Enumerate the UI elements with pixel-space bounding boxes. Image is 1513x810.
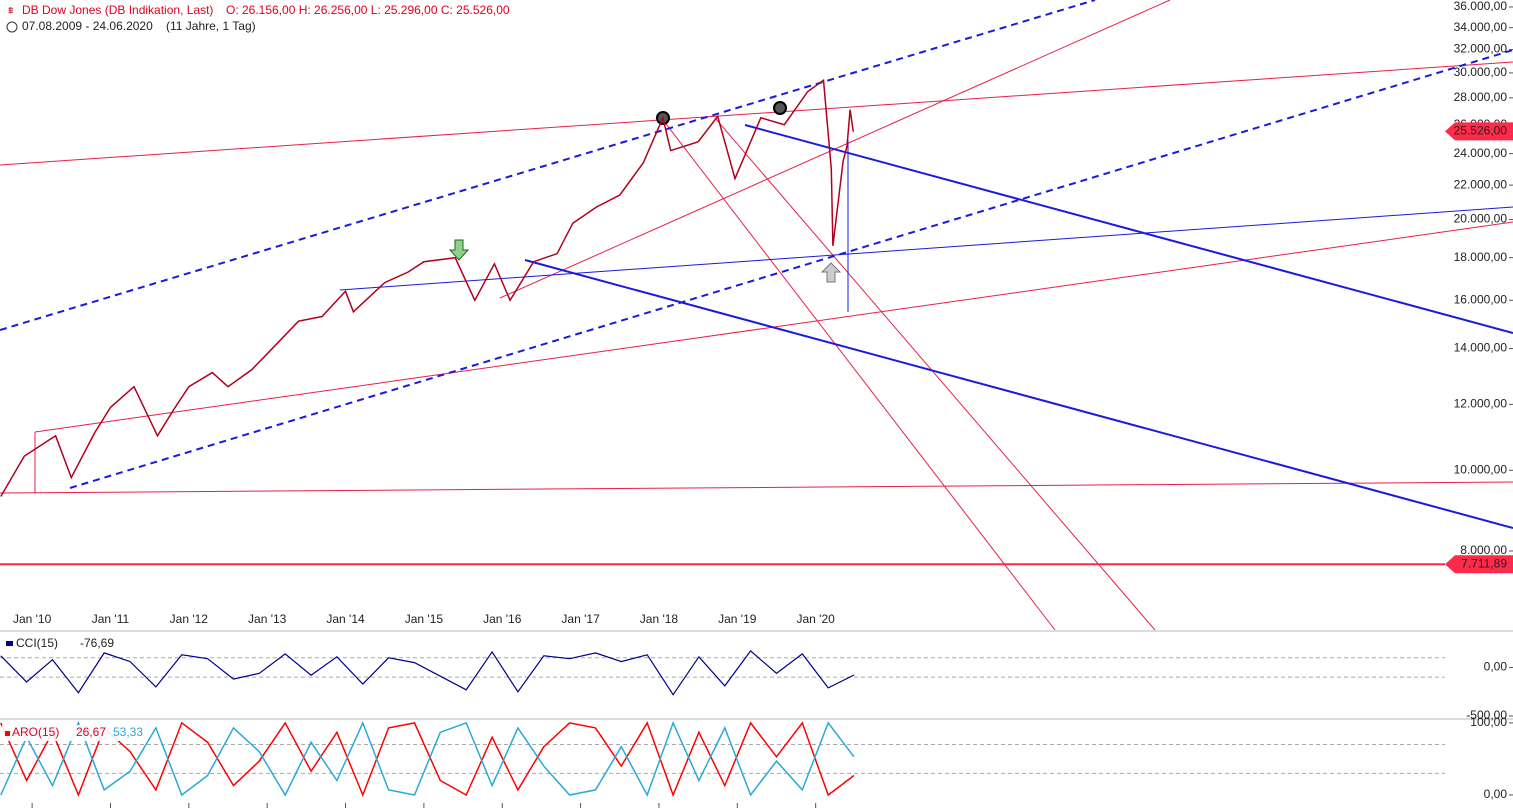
date-range: 07.08.2009 - 24.06.2020 — [22, 19, 153, 33]
readout: -76,69 — [80, 636, 114, 650]
legend-swatch — [6, 641, 13, 646]
trend-line — [524, 259, 1513, 529]
readout: 53,33 — [113, 725, 143, 739]
trend-line — [339, 206, 1513, 291]
y-tick-label: 12.000,00 — [1454, 396, 1508, 410]
trend-line — [0, 0, 1096, 331]
x-tick-label: Jan '20 — [796, 612, 835, 626]
trend-line — [0, 61, 1513, 166]
x-tick-label: Jan '19 — [718, 612, 757, 626]
price-tag — [1445, 122, 1513, 141]
y-tick-label: 100,00 — [1470, 715, 1507, 729]
data-line — [0, 720, 855, 797]
y-tick-label: 32.000,00 — [1454, 42, 1508, 56]
chart-title: DB Dow Jones (DB Indikation, Last) — [22, 3, 213, 17]
legend-box — [2, 725, 147, 741]
marker-circle — [773, 101, 787, 115]
x-tick-label: Jan '12 — [170, 612, 209, 626]
x-tick-label: Jan '17 — [561, 612, 600, 626]
arrow-down — [448, 239, 470, 261]
ohlc: O: 26.156,00 H: 26.256,00 L: 25.296,00 C… — [226, 3, 510, 17]
y-tick-label: 28.000,00 — [1454, 90, 1508, 104]
y-tick-label: 22.000,00 — [1454, 177, 1508, 191]
legend-title: ARO(15) — [12, 725, 59, 739]
data-line — [0, 721, 855, 798]
data-line — [0, 650, 855, 696]
x-tick-label: Jan '16 — [483, 612, 522, 626]
trend-lines — [0, 0, 1513, 631]
y-tick-label: -500,00 — [1466, 708, 1507, 722]
trend-line — [0, 481, 1513, 494]
trend-line — [662, 119, 1056, 631]
price-tag-label: 7.711,89 — [1461, 556, 1507, 570]
y-tick-label: 34.000,00 — [1454, 20, 1508, 34]
y-tick-label: 36.000,00 — [1454, 0, 1508, 13]
y-tick-label: 30.000,00 — [1454, 65, 1508, 79]
y-tick-label: 10.000,00 — [1454, 462, 1508, 476]
y-tick-label: 14.000,00 — [1454, 341, 1508, 355]
y-tick-label: 0,00 — [1484, 660, 1508, 674]
y-tick-label: 18.000,00 — [1454, 250, 1508, 264]
header: ⩩ DB Dow Jones (DB Indikation, Last) O: … — [6, 3, 510, 33]
legend-title: CCI(15) — [16, 636, 58, 650]
x-tick-label: Jan '10 — [13, 612, 52, 626]
x-tick-label: Jan '11 — [92, 612, 130, 626]
x-tick-label: Jan '15 — [405, 612, 444, 626]
legend-swatch — [5, 731, 10, 736]
price-tag — [1445, 555, 1513, 574]
x-tick-label: Jan '13 — [248, 612, 287, 626]
y-tick-label: 16.000,00 — [1454, 292, 1508, 306]
arrow-up — [820, 262, 842, 283]
period: (11 Jahre, 1 Tag) — [166, 19, 256, 33]
x-tick-label: Jan '14 — [326, 612, 365, 626]
y-tick-label: 20.000,00 — [1454, 212, 1508, 226]
x-tick-label: Jan '18 — [640, 612, 679, 626]
y-tick-label: 0,00 — [1484, 787, 1508, 801]
clock-icon — [6, 21, 18, 33]
price-tag-label: 25.526,00 — [1454, 123, 1508, 137]
y-tick-label: 8.000,00 — [1460, 543, 1507, 557]
trend-line — [744, 124, 1513, 334]
data-line — [0, 78, 855, 497]
y-tick-label: 24.000,00 — [1454, 146, 1508, 160]
trend-line — [714, 117, 1156, 631]
chart-icon: ⩩ — [8, 6, 14, 17]
readout: 26,67 — [76, 725, 106, 739]
